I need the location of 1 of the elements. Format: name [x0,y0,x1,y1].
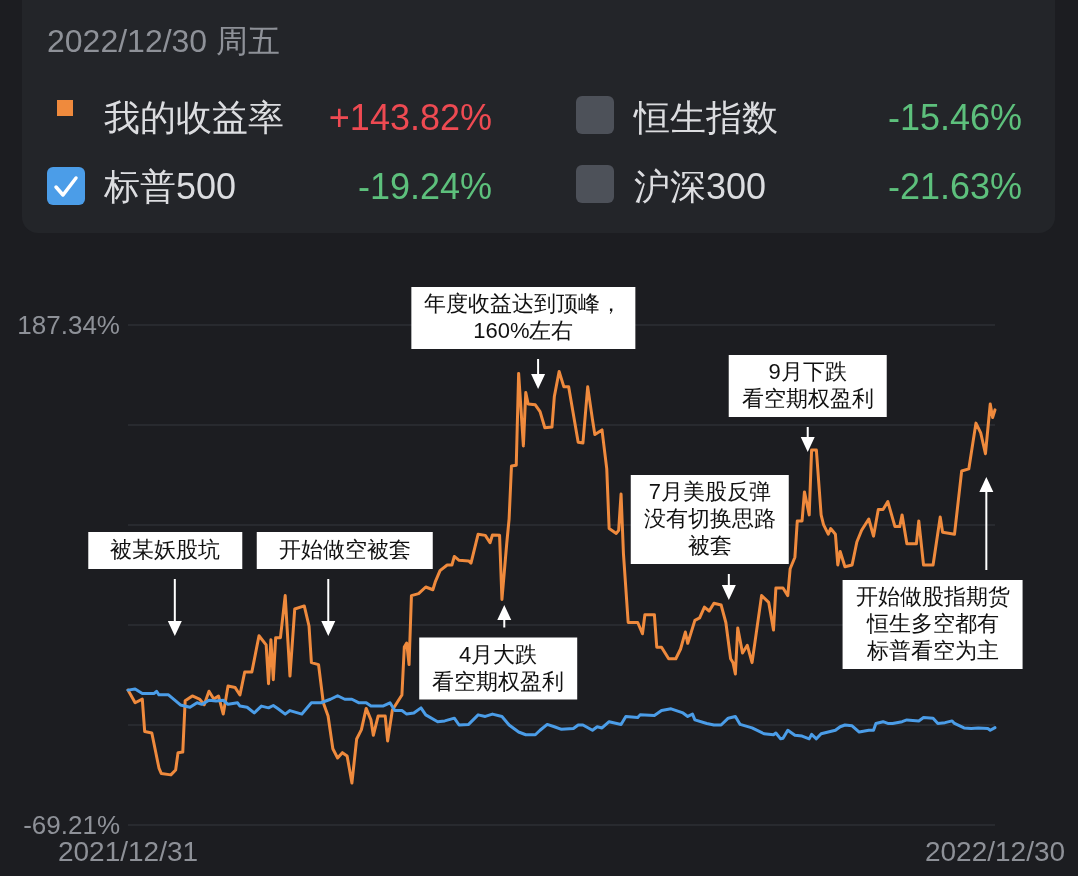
legend-title: 2022/12/30 周五 [47,23,281,59]
